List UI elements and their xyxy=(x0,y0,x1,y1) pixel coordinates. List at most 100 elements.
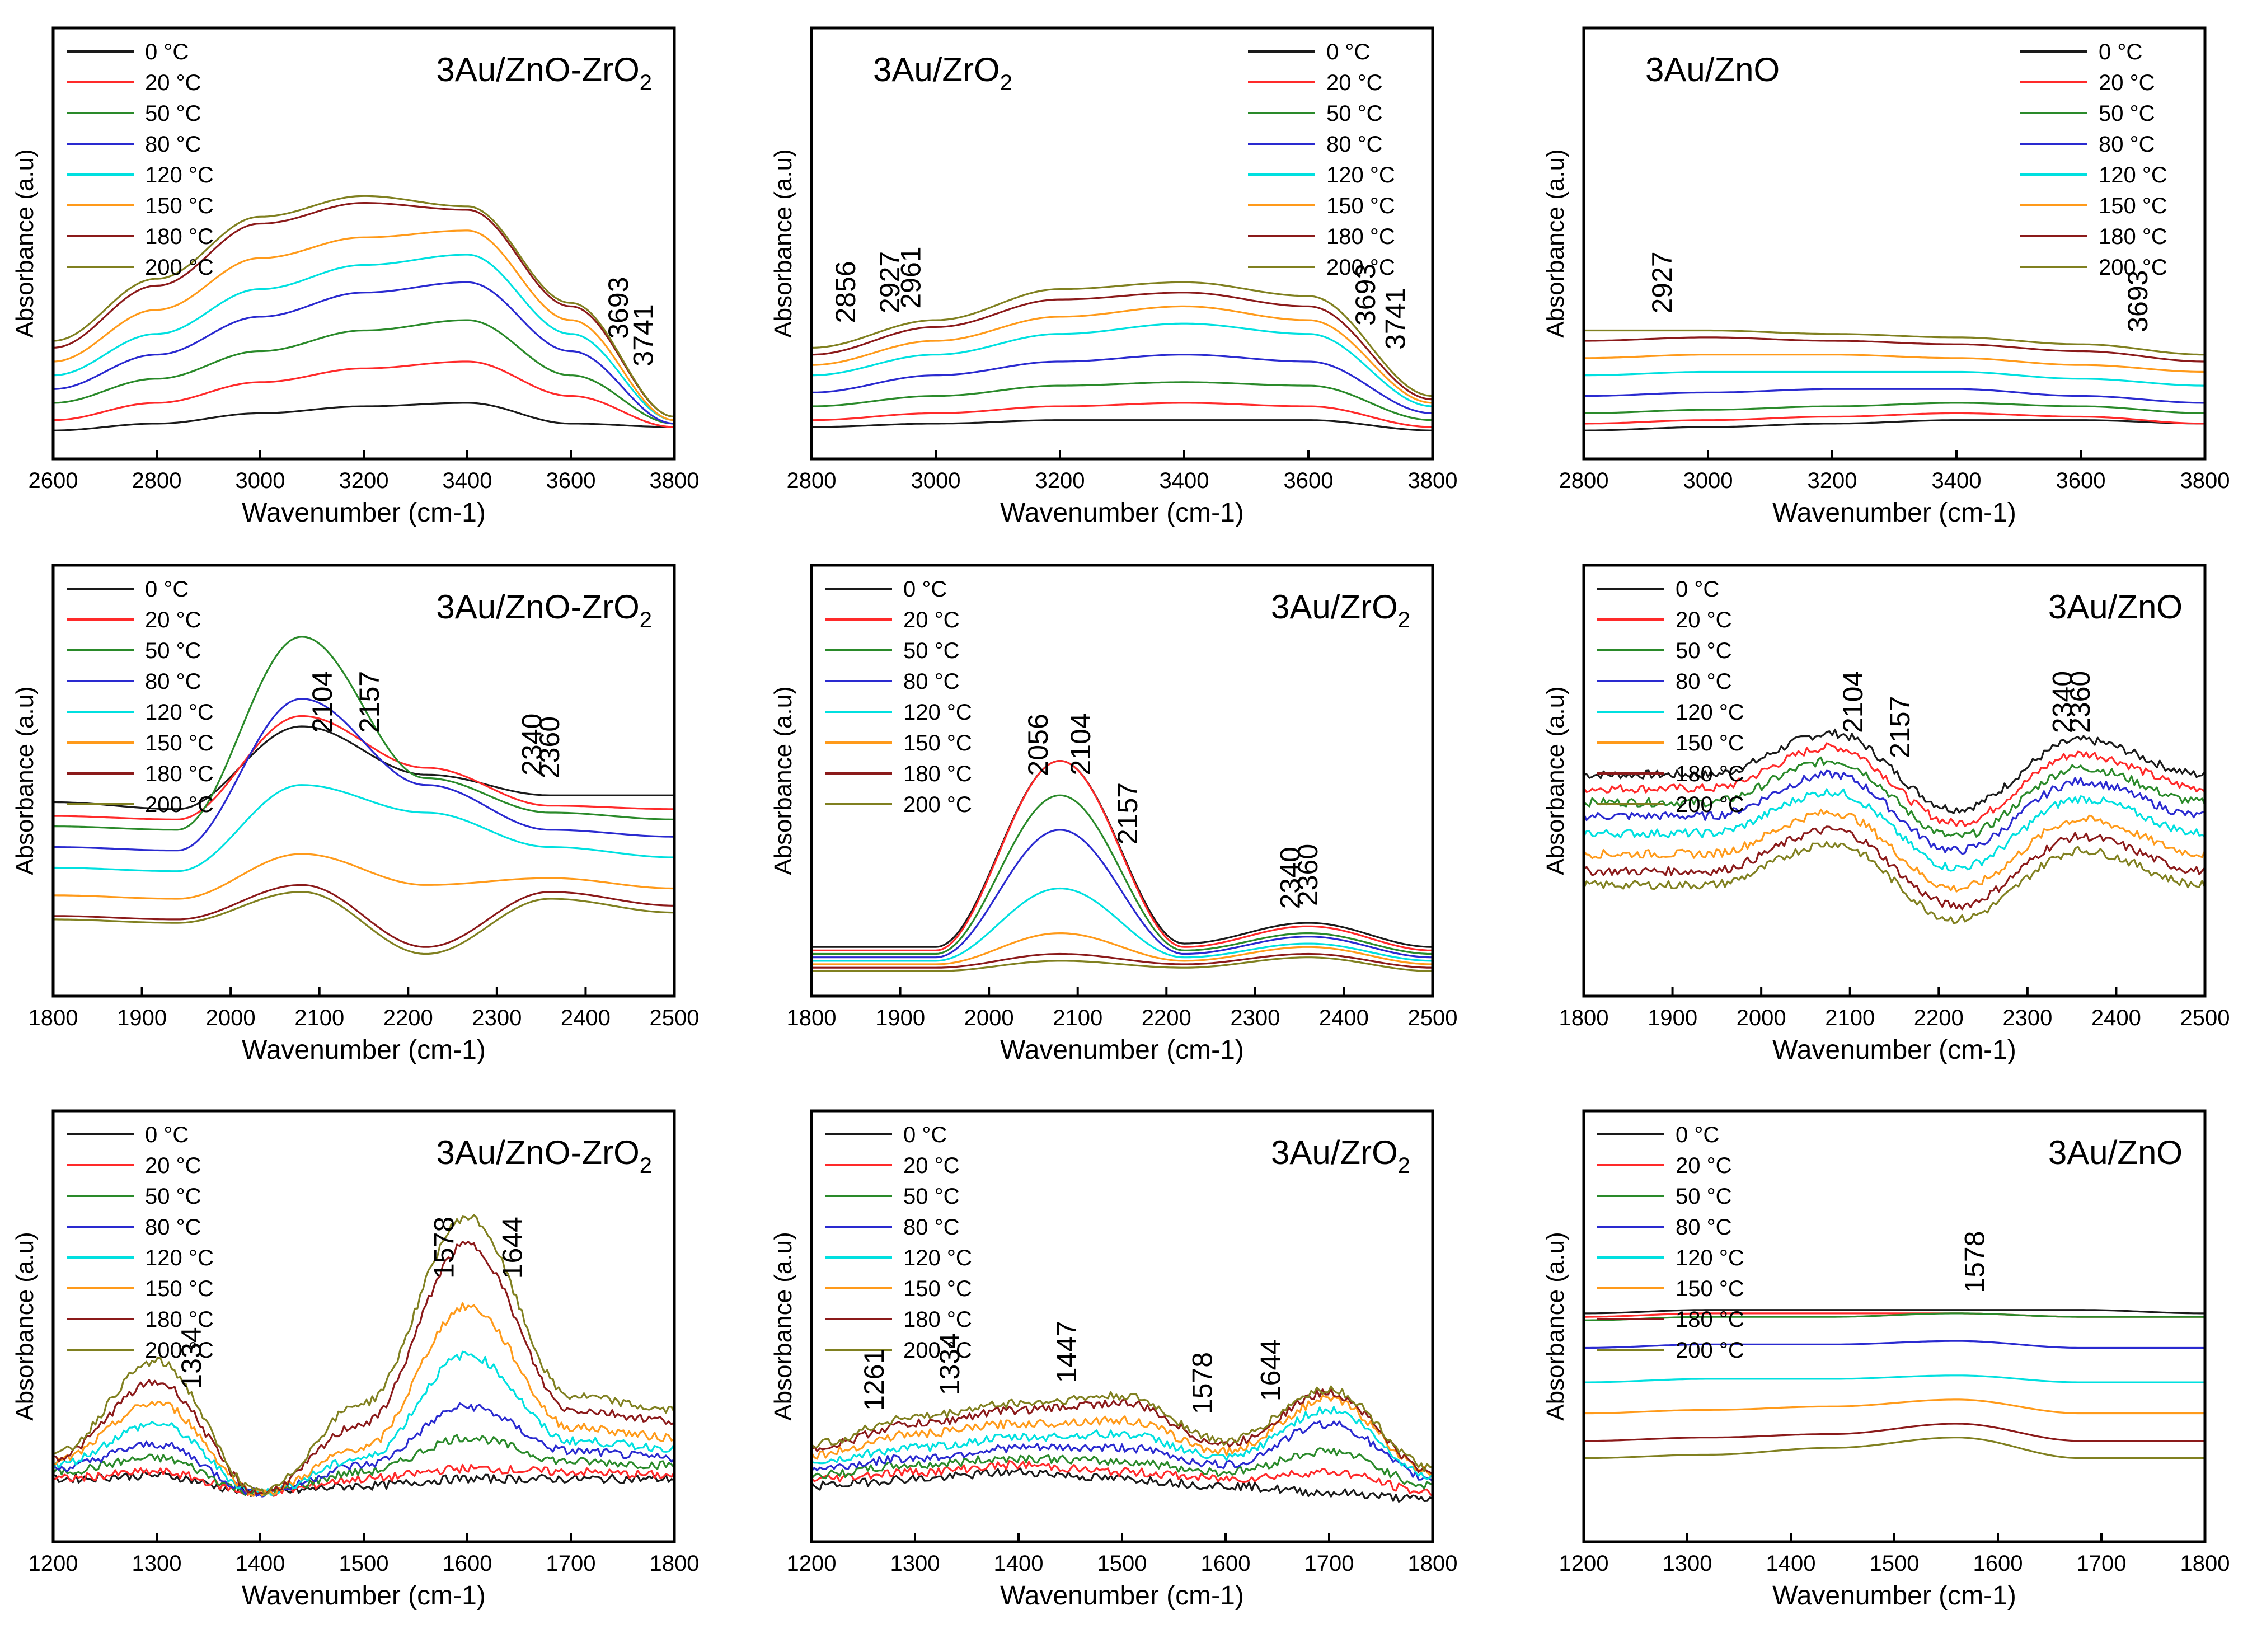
legend-label: 50 °C xyxy=(903,639,960,663)
peak-label-2157: 2157 xyxy=(354,671,385,733)
x-tick-label: 1600 xyxy=(1973,1551,2023,1576)
chart-panel-2-2: 1800 1900 2000 2100 2200 2300 2400 2500 Wavenumb… xyxy=(769,564,1458,1065)
legend-label: 20 °C xyxy=(145,608,201,632)
chart-title: 3Au/ZnO-ZrO2 xyxy=(436,51,652,95)
x-axis-label: Wavenumber (cm-1) xyxy=(242,498,486,528)
peak-label-2927: 2927 xyxy=(1646,251,1678,313)
x-tick-label: 3800 xyxy=(1408,468,1458,493)
series-line-200c xyxy=(53,195,674,418)
series-line-150c xyxy=(811,305,1433,404)
x-tick-label: 1800 xyxy=(787,1006,837,1030)
chart-panel-3-1: 1200 1300 1400 1500 1600 1700 1800 Wavenumber (… xyxy=(11,1109,699,1611)
legend-label: 0 °C xyxy=(1326,40,1370,64)
legend-label: 120 °C xyxy=(145,1246,214,1270)
legend-label: 50 °C xyxy=(2099,101,2155,126)
x-axis-label: Wavenumber (cm-1) xyxy=(1772,1035,2016,1065)
legend-label: 20 °C xyxy=(903,608,960,632)
series-line-20c xyxy=(53,1463,674,1497)
series-group xyxy=(1584,728,2205,924)
x-tick-label: 1600 xyxy=(443,1551,492,1576)
chart-title: 3Au/ZnO xyxy=(2048,1134,2183,1171)
series-line-120c xyxy=(811,887,1433,962)
x-tick-label: 1500 xyxy=(1870,1551,1920,1576)
x-axis-label: Wavenumber (cm-1) xyxy=(242,1581,486,1611)
x-tick-label: 1600 xyxy=(1201,1551,1251,1576)
legend: 0 °C 20 °C 50 °C 80 °C 120 °C 150 °C 180 °C 200… xyxy=(67,577,214,817)
x-tick-label: 1900 xyxy=(117,1006,167,1030)
legend-label: 150 °C xyxy=(145,194,214,218)
x-tick-label: 1700 xyxy=(1304,1551,1354,1576)
legend-label: 80 °C xyxy=(1676,669,1732,694)
x-tick-label: 3200 xyxy=(1808,468,1857,493)
x-tick-label: 3400 xyxy=(1160,468,1209,493)
x-tick-label: 1400 xyxy=(236,1551,285,1576)
series-line-0c xyxy=(53,725,674,810)
series-line-180c xyxy=(53,884,674,948)
x-tick-label: 1900 xyxy=(1648,1006,1697,1030)
legend-label: 200 °C xyxy=(903,792,972,817)
peak-label-3741: 3741 xyxy=(1380,288,1411,350)
x-tick-label: 1800 xyxy=(29,1006,78,1030)
chart-title: 3Au/ZrO2 xyxy=(873,51,1012,95)
x-axis-label: Wavenumber (cm-1) xyxy=(1000,498,1244,528)
legend-label: 0 °C xyxy=(145,1123,189,1147)
chart-title: 3Au/ZnO-ZrO2 xyxy=(436,588,652,632)
legend: 0 °C 20 °C 50 °C 80 °C 120 °C 150 °C 180 °C 200… xyxy=(1597,1123,1744,1363)
peak-label-3741: 3741 xyxy=(627,304,659,366)
legend-label: 150 °C xyxy=(903,731,972,755)
y-axis-label: Absorbance (a.u) xyxy=(1542,149,1569,338)
series-line-180c xyxy=(811,1388,1433,1475)
chart-panel-3-2: 1200 1300 1400 1500 1600 1700 1800 Wavenumber (… xyxy=(769,1109,1458,1611)
x-tick-label: 2100 xyxy=(294,1006,344,1030)
x-tick-label: 1800 xyxy=(1408,1551,1458,1576)
series-line-0c xyxy=(811,419,1433,431)
series-line-0c xyxy=(53,402,674,431)
x-tick-label: 1800 xyxy=(1559,1006,1609,1030)
series-line-50c xyxy=(811,794,1433,955)
legend-label: 180 °C xyxy=(903,1307,972,1332)
series-line-50c xyxy=(1584,402,2205,414)
peak-label-2104: 2104 xyxy=(1065,713,1096,775)
series-line-80c xyxy=(811,829,1433,959)
x-tick-label: 2000 xyxy=(964,1006,1014,1030)
x-tick-label: 1700 xyxy=(2077,1551,2127,1576)
series-group xyxy=(811,1385,1433,1503)
x-tick-label: 3200 xyxy=(1035,468,1085,493)
plot-frame xyxy=(810,564,1434,998)
legend-label: 50 °C xyxy=(145,1184,201,1209)
legend-label: 80 °C xyxy=(145,132,201,157)
legend-label: 50 °C xyxy=(1326,101,1383,126)
series-line-120c xyxy=(1584,1374,2205,1383)
peak-label-2961: 2961 xyxy=(895,246,927,308)
series-line-150c xyxy=(53,853,674,900)
legend: 0 °C 20 °C 50 °C 80 °C 120 °C 150 °C 180 °C 200… xyxy=(825,1123,972,1363)
peak-label-3693: 3693 xyxy=(603,277,634,339)
peak-label-2104: 2104 xyxy=(1837,671,1869,733)
peak-label-2360: 2360 xyxy=(2064,671,2096,733)
legend-label: 50 °C xyxy=(903,1184,960,1209)
series-line-120c xyxy=(811,1406,1433,1480)
legend-label: 20 °C xyxy=(2099,71,2155,95)
legend: 0 °C 20 °C 50 °C 80 °C 120 °C 150 °C 180 °C 200… xyxy=(67,1123,214,1363)
series-line-20c xyxy=(53,360,674,428)
series-line-120c xyxy=(1584,370,2205,387)
legend-label: 150 °C xyxy=(1326,194,1395,218)
chart-title: 3Au/ZrO2 xyxy=(1271,1134,1410,1178)
x-tick-label: 3000 xyxy=(236,468,285,493)
legend-label: 200 °C xyxy=(903,1338,972,1363)
chart-title: 3Au/ZnO-ZrO2 xyxy=(436,1134,652,1178)
legend: 0 °C 20 °C 50 °C 80 °C 120 °C 150 °C 180 °C 200… xyxy=(67,40,214,280)
legend-label: 20 °C xyxy=(145,71,201,95)
x-tick-label: 2500 xyxy=(1408,1006,1458,1030)
series-line-20c xyxy=(811,402,1433,428)
series-line-180c xyxy=(1584,336,2205,363)
peak-label-2104: 2104 xyxy=(307,671,338,733)
peak-label-2157: 2157 xyxy=(1884,696,1916,758)
legend-label: 120 °C xyxy=(903,700,972,725)
y-axis-label: Absorbance (a.u) xyxy=(11,686,39,875)
legend-label: 150 °C xyxy=(1676,1276,1744,1301)
y-axis-label: Absorbance (a.u) xyxy=(769,149,797,338)
legend-label: 80 °C xyxy=(903,669,960,694)
series-line-20c xyxy=(1584,412,2205,425)
x-tick-label: 1300 xyxy=(1663,1551,1712,1576)
